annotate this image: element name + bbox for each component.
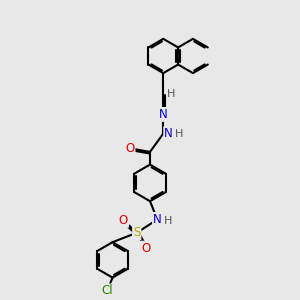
Text: O: O	[125, 142, 135, 155]
Text: O: O	[119, 214, 128, 227]
Text: S: S	[133, 226, 140, 239]
Text: H: H	[167, 89, 176, 99]
Text: H: H	[164, 216, 172, 226]
Text: N: N	[164, 127, 173, 140]
Text: O: O	[141, 242, 150, 255]
Text: N: N	[159, 108, 168, 121]
Text: Cl: Cl	[101, 284, 113, 297]
Text: N: N	[153, 213, 162, 226]
Text: H: H	[175, 129, 184, 139]
